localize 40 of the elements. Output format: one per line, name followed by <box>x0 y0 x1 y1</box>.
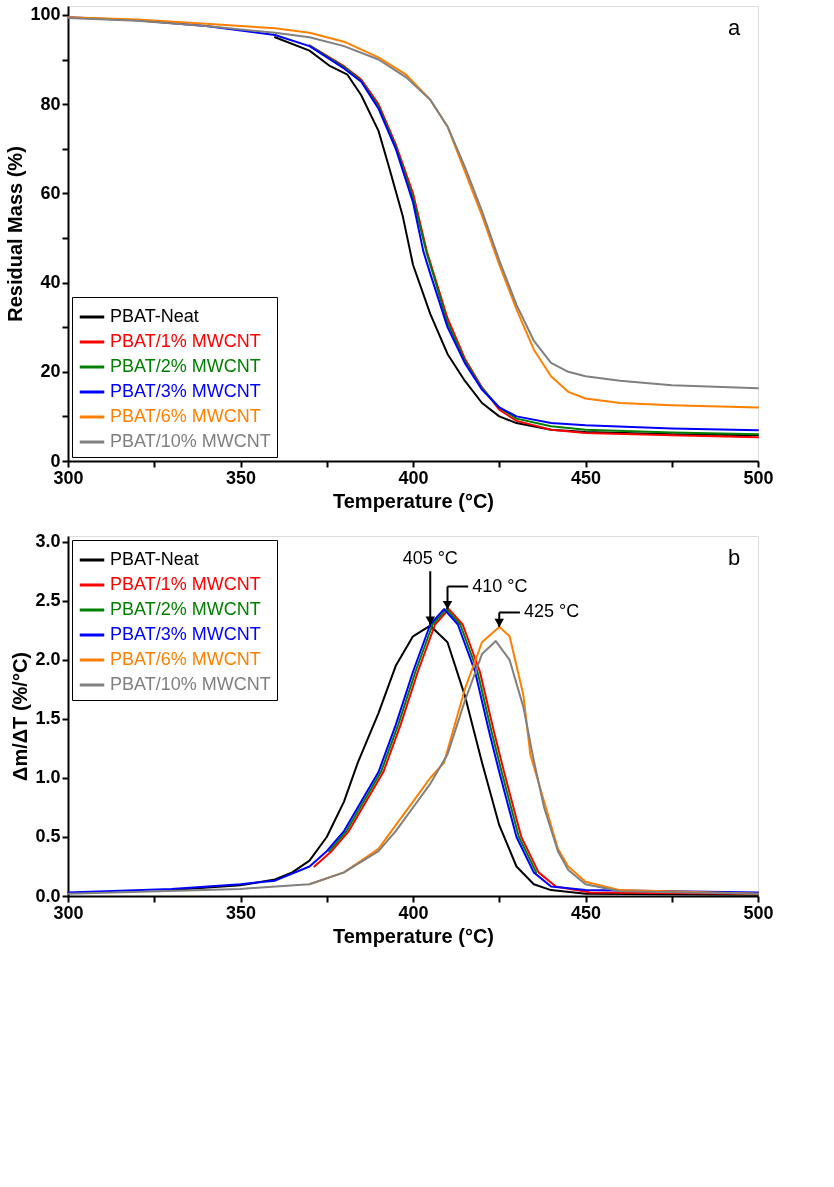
legend-label: PBAT/1% MWCNT <box>110 331 261 351</box>
y-tick-label: 80 <box>40 93 61 114</box>
y-tick-label: 3.0 <box>35 531 61 552</box>
x-tick-label: 500 <box>743 902 774 923</box>
x-tick-label: 400 <box>398 902 429 923</box>
annotation: b <box>727 545 741 570</box>
annotation: 405 °C <box>402 548 458 569</box>
y-tick-label: 100 <box>30 4 61 25</box>
y-tick-label: 2.0 <box>35 649 61 670</box>
x-tick-label: 350 <box>225 467 257 488</box>
legend-label: PBAT/10% MWCNT <box>110 674 271 694</box>
x-tick-label: 450 <box>570 902 602 923</box>
y-axis-title: Δm/ΔT (%/°C) <box>9 652 32 781</box>
x-tick-label: 400 <box>398 467 429 488</box>
legend-label: PBAT/10% MWCNT <box>110 431 271 451</box>
y-tick-label: 20 <box>40 361 61 382</box>
annotation: 425 °C <box>523 601 580 622</box>
legend-label: PBAT/2% MWCNT <box>110 356 261 376</box>
legend-label: PBAT-Neat <box>110 306 199 326</box>
y-tick-label: 2.5 <box>35 590 61 611</box>
legend-label: PBAT/6% MWCNT <box>110 649 261 669</box>
y-tick-label: 40 <box>40 272 61 293</box>
annotation: 410 °C <box>472 575 528 596</box>
legend-label: PBAT/2% MWCNT <box>110 599 261 619</box>
legend-label: PBAT/6% MWCNT <box>110 406 261 426</box>
x-tick-label: 500 <box>743 467 774 488</box>
x-axis-title: Temperature (°C) <box>333 924 494 947</box>
annotation: a <box>727 15 741 40</box>
legend-label: PBAT-Neat <box>110 549 199 569</box>
y-tick-label: 1.5 <box>35 708 61 729</box>
x-tick-label: 350 <box>225 902 257 923</box>
y-tick-label: 60 <box>40 182 61 203</box>
x-axis-title: Temperature (°C) <box>333 489 494 512</box>
y-tick-label: 0.5 <box>35 826 61 847</box>
y-axis-title: Residual Mass (%) <box>4 146 27 322</box>
y-tick-label: 1.0 <box>35 767 61 788</box>
legend-label: PBAT/1% MWCNT <box>110 574 261 594</box>
legend-label: PBAT/3% MWCNT <box>110 624 261 644</box>
x-tick-label: 450 <box>570 467 602 488</box>
legend-label: PBAT/3% MWCNT <box>110 381 261 401</box>
